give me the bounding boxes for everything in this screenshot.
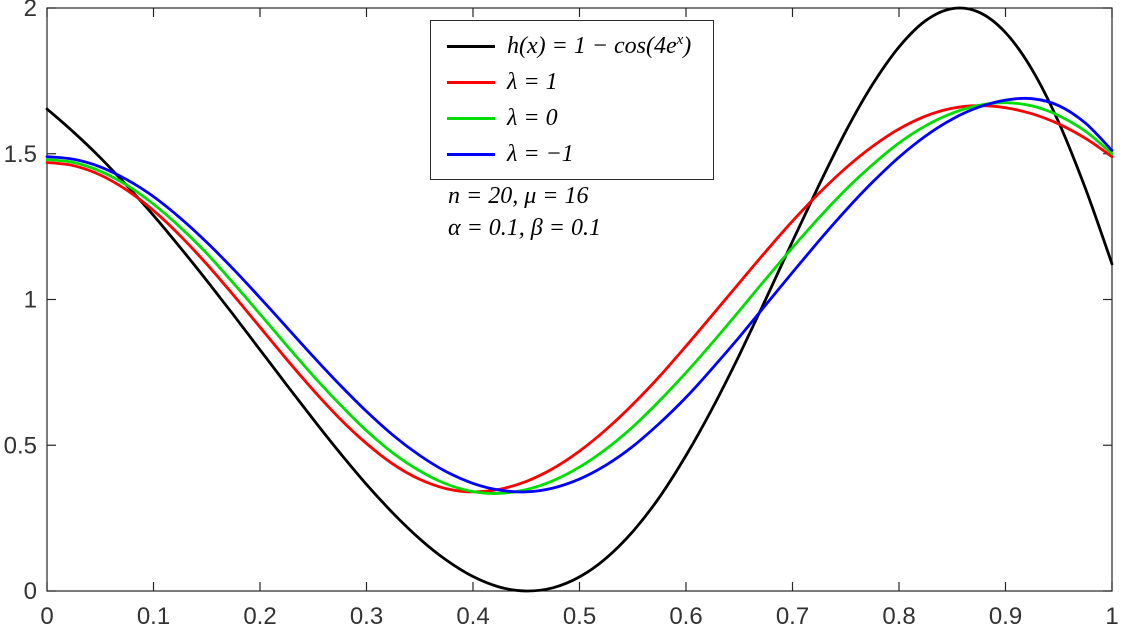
series-curve-3 <box>45 96 1114 494</box>
x-tick-label: 1 <box>1105 603 1118 630</box>
x-tick-label: 0.3 <box>350 603 383 630</box>
legend-box: h(x) = 1 − cos(4ex) λ = 1 λ = 0 λ = −1 <box>430 20 715 180</box>
x-tick-label: 0.9 <box>989 603 1022 630</box>
x-tick-label: 0.1 <box>137 603 170 630</box>
legend-entry-lambda-1: λ = 1 <box>435 64 709 100</box>
annotation-line-1: n = 20, μ = 16 <box>448 183 589 209</box>
x-tick-label: 0.7 <box>776 603 809 630</box>
x-tick-label: 0.2 <box>243 603 276 630</box>
legend-label-lambda-neg1: λ = −1 <box>507 141 574 167</box>
annotation-line-2: α = 0.1, β = 0.1 <box>448 215 601 242</box>
legend-entry-lambda-neg1: λ = −1 <box>435 136 709 172</box>
x-tick-label: 0.4 <box>456 603 489 630</box>
y-tick-label: 1.5 <box>4 141 37 168</box>
x-tick-label: 0.8 <box>882 603 915 630</box>
x-tick-label: 0 <box>40 603 53 630</box>
legend-label-lambda-0: λ = 0 <box>507 105 558 131</box>
legend-line-green <box>447 116 495 120</box>
y-tick-label: 2 <box>24 0 37 22</box>
y-tick-label: 1 <box>24 287 37 314</box>
x-tick-label: 0.6 <box>669 603 702 630</box>
x-tick-label: 0.5 <box>563 603 596 630</box>
legend-line-blue <box>447 152 495 156</box>
legend-entry-h: h(x) = 1 − cos(4ex) <box>435 28 709 64</box>
y-tick-label: 0 <box>24 578 37 605</box>
legend-line-black <box>447 44 495 48</box>
legend-line-red <box>447 80 495 84</box>
series-curve-0 <box>45 6 1114 593</box>
y-tick-label: 0.5 <box>4 432 37 459</box>
parameter-annotations: n = 20, μ = 16 α = 0.1, β = 0.1 <box>448 180 601 245</box>
legend-label-h: h(x) = 1 − cos(4ex) <box>507 32 692 59</box>
legend-entry-lambda-0: λ = 0 <box>435 100 709 136</box>
legend-label-lambda-1: λ = 1 <box>507 69 558 95</box>
series-curve-1 <box>45 104 1114 494</box>
series-curve-2 <box>45 101 1114 495</box>
